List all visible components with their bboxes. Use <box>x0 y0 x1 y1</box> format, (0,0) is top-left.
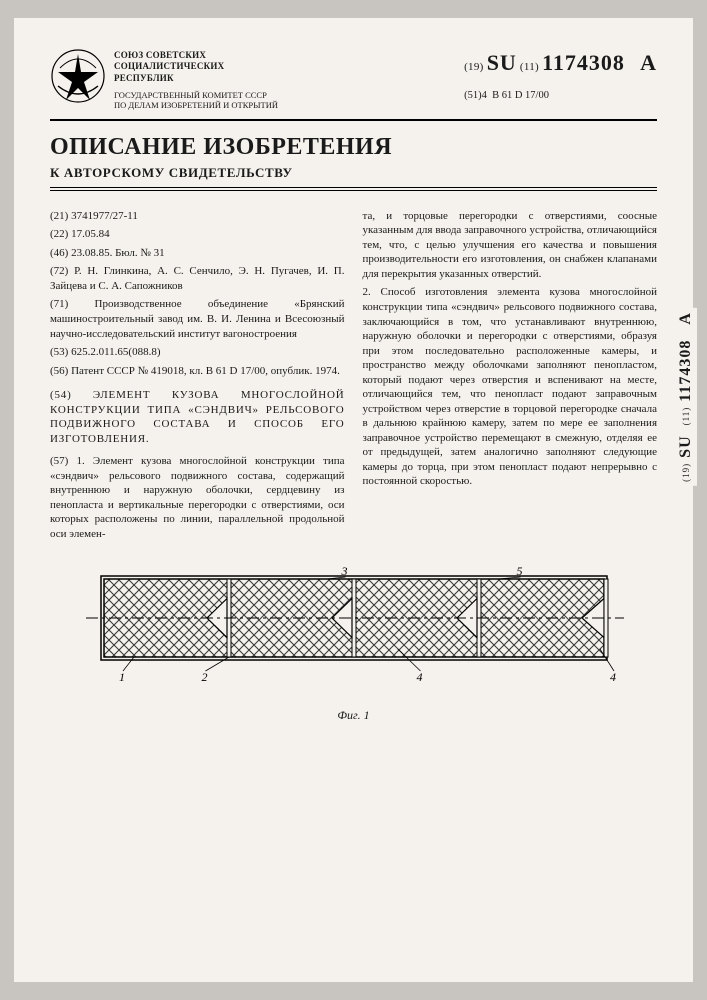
svg-text:2: 2 <box>201 670 207 684</box>
pub-infix: (11) <box>520 61 539 73</box>
svg-text:1: 1 <box>119 670 125 684</box>
right-column: та, и торцовые перегородки с отверстиями… <box>363 209 658 541</box>
abstract-part2: та, и торцовые перегородки с отверстиями… <box>363 209 658 282</box>
pub-country: SU <box>487 50 517 75</box>
org-line3: РЕСПУБЛИК <box>114 73 319 84</box>
committee-l2: ПО ДЕЛАМ ИЗОБРЕТЕНИЙ И ОТКРЫТИЙ <box>114 100 319 111</box>
biblio-53: (53) 625.2.011.65(088.8) <box>50 345 345 360</box>
state-emblem-icon <box>50 46 106 106</box>
doc-title: ОПИСАНИЕ ИЗОБРЕТЕНИЯ <box>50 135 657 161</box>
figure-1-svg: 1 2 3 4 5 4 <box>84 565 624 695</box>
class-code: В 61 D 17/00 <box>492 90 549 101</box>
figure-caption: Фиг. 1 <box>50 708 657 723</box>
abstract-part3: 2. Способ изготовления элемента кузова м… <box>363 285 658 488</box>
committee-l1: ГОСУДАРСТВЕННЫЙ КОМИТЕТ СССР <box>114 90 319 101</box>
invention-title: (54) ЭЛЕМЕНТ КУЗОВА МНОГОСЛОЙНОЙ КОНСТРУ… <box>50 388 345 446</box>
pub-prefix: (19) <box>464 61 484 73</box>
figure-block: 1 2 3 4 5 4 Фиг. 1 <box>50 565 657 723</box>
biblio-72: (72) Р. Н. Глинкина, А. С. Сенчило, Э. Н… <box>50 264 345 293</box>
pub-kind: A <box>640 50 657 75</box>
pub-number: 1174308 <box>542 50 625 75</box>
doc-subtitle: К АВТОРСКОМУ СВИДЕТЕЛЬСТВУ <box>50 165 657 181</box>
publication-block: (19) SU (11) 1174308 A (51)4 В 61 D 17/0… <box>464 46 657 103</box>
org-line1: СОЮЗ СОВЕТСКИХ <box>114 50 319 61</box>
spine-label: (19) SU (11) 1174308 A <box>675 308 697 486</box>
biblio-46: (46) 23.08.85. Бюл. № 31 <box>50 246 345 261</box>
svg-text:4: 4 <box>610 670 616 684</box>
svg-text:4: 4 <box>416 670 422 684</box>
left-column: (21) 3741977/27-11 (22) 17.05.84 (46) 23… <box>50 209 345 541</box>
org-line2: СОЦИАЛИСТИЧЕСКИХ <box>114 61 319 72</box>
biblio-56: (56) Патент СССР № 419018, кл. В 61 D 17… <box>50 364 345 379</box>
svg-text:5: 5 <box>516 565 522 578</box>
biblio-22: (22) 17.05.84 <box>50 227 345 242</box>
class-prefix: (51)4 <box>464 90 487 101</box>
biblio-21: (21) 3741977/27-11 <box>50 209 345 224</box>
abstract-part1: (57) 1. Элемент кузова многослойной конс… <box>50 454 345 541</box>
biblio-71: (71) Производственное объединение «Брянс… <box>50 297 345 341</box>
committee-block: ГОСУДАРСТВЕННЫЙ КОМИТЕТ СССР ПО ДЕЛАМ ИЗ… <box>114 90 319 111</box>
svg-text:3: 3 <box>340 565 347 578</box>
